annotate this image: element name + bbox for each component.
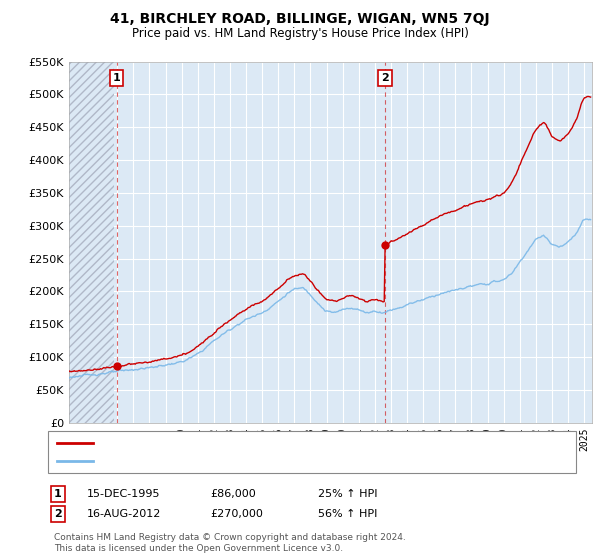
Text: 2: 2 <box>381 73 389 83</box>
Bar <box>69 62 114 423</box>
Text: 41, BIRCHLEY ROAD, BILLINGE, WIGAN, WN5 7QJ (detached house): 41, BIRCHLEY ROAD, BILLINGE, WIGAN, WN5 … <box>102 438 449 448</box>
Text: 15-DEC-1995: 15-DEC-1995 <box>87 489 161 499</box>
Text: £270,000: £270,000 <box>210 509 263 519</box>
Text: 25% ↑ HPI: 25% ↑ HPI <box>318 489 377 499</box>
Text: HPI: Average price, detached house, St Helens: HPI: Average price, detached house, St H… <box>102 456 344 466</box>
Text: £86,000: £86,000 <box>210 489 256 499</box>
Text: 56% ↑ HPI: 56% ↑ HPI <box>318 509 377 519</box>
Text: Price paid vs. HM Land Registry's House Price Index (HPI): Price paid vs. HM Land Registry's House … <box>131 27 469 40</box>
Text: 41, BIRCHLEY ROAD, BILLINGE, WIGAN, WN5 7QJ: 41, BIRCHLEY ROAD, BILLINGE, WIGAN, WN5 … <box>110 12 490 26</box>
Text: Contains HM Land Registry data © Crown copyright and database right 2024.
This d: Contains HM Land Registry data © Crown c… <box>54 533 406 553</box>
Text: 2: 2 <box>54 509 62 519</box>
Text: 1: 1 <box>54 489 62 499</box>
Text: 1: 1 <box>113 73 121 83</box>
Text: 16-AUG-2012: 16-AUG-2012 <box>87 509 161 519</box>
